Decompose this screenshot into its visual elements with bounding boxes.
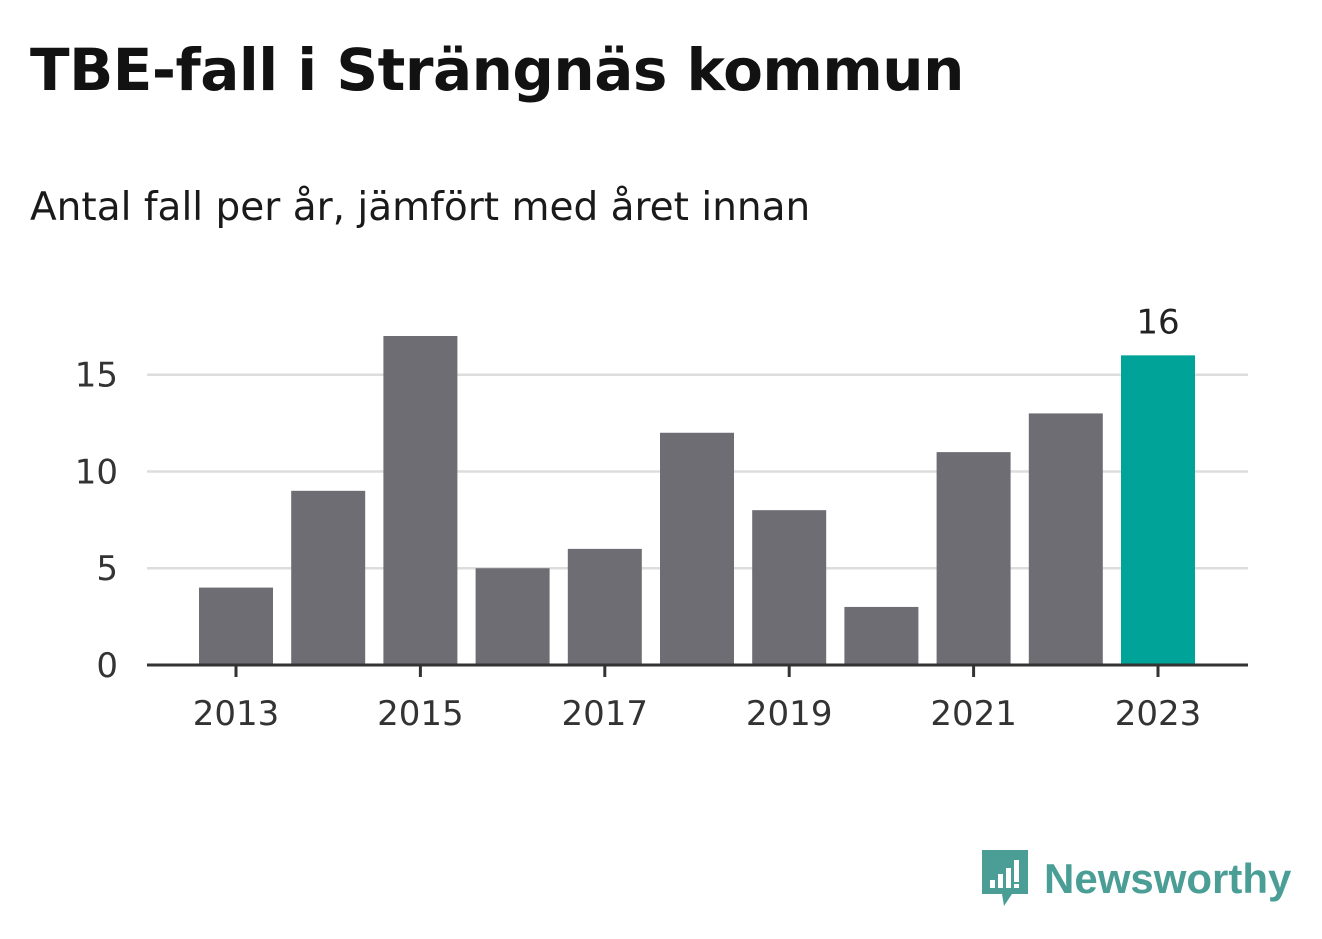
bar — [291, 490, 366, 665]
bar — [199, 587, 273, 665]
bar — [1028, 413, 1103, 665]
bar — [752, 510, 827, 665]
x-tick-label: 2023 — [1115, 694, 1202, 734]
bar-chart: 0 5 10 15 2013 2015 2017 2019 2021 2023 16 — [75, 302, 1248, 734]
bar — [1121, 355, 1195, 665]
y-tick-label: 10 — [75, 452, 118, 492]
x-tick-label: 2021 — [930, 694, 1017, 734]
x-tick-label: 2013 — [193, 694, 280, 734]
bar — [660, 432, 734, 665]
y-tick-label: 5 — [96, 549, 118, 589]
x-tick-label: 2015 — [377, 694, 464, 734]
brand-name: Newsworthy — [1044, 855, 1292, 902]
x-tick-label: 2019 — [746, 694, 833, 734]
chart-title: TBE-fall i Strängnäs kommun — [30, 36, 964, 104]
brand-logo: Newsworthy — [980, 848, 1291, 910]
bar — [844, 606, 919, 665]
y-tick-label: 15 — [75, 356, 118, 396]
chart-subtitle: Antal fall per år, jämfört med året inna… — [30, 185, 811, 230]
bar — [475, 568, 550, 665]
data-label: 16 — [1136, 302, 1179, 342]
y-tick-label: 0 — [96, 646, 118, 686]
bar — [567, 548, 642, 665]
newsworthy-logo-icon — [982, 850, 1028, 906]
bar — [383, 336, 458, 665]
x-tick-label: 2017 — [562, 694, 649, 734]
bar — [936, 452, 1011, 665]
